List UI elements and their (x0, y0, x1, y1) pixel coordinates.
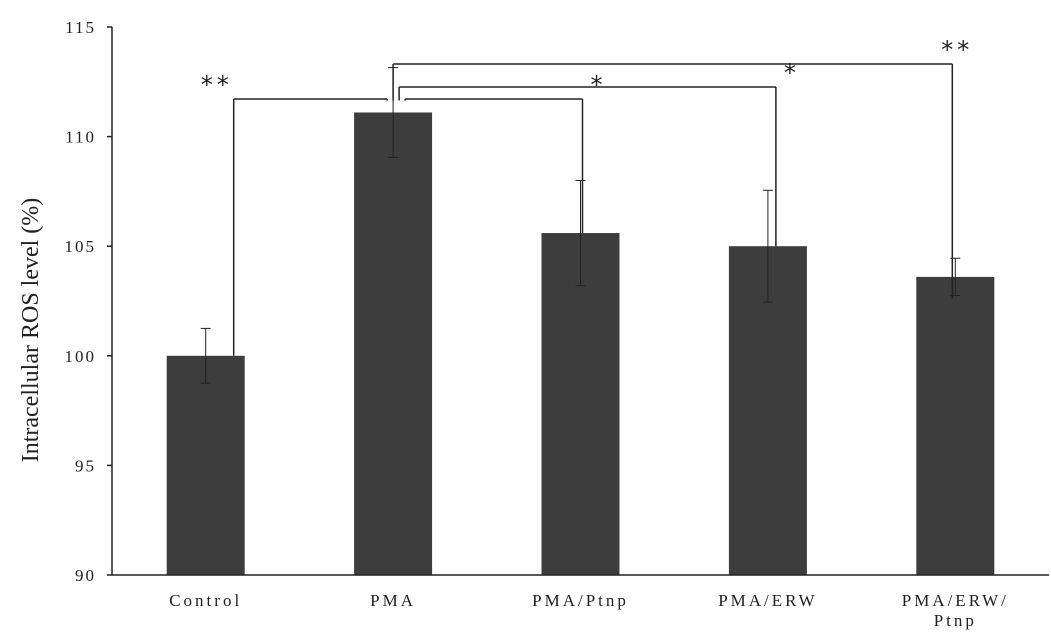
bar-pma-ptnp (541, 233, 620, 575)
bar-control (166, 355, 245, 575)
x-tick-label: Control (169, 591, 242, 610)
significance-label: * (784, 59, 800, 87)
y-axis-label: Intracellular ROS level (%) (18, 198, 44, 463)
significance-label: ** (941, 36, 973, 64)
y-tick-label: 105 (65, 237, 97, 256)
significance-brackets: ** * *** (201, 36, 973, 356)
y-tick-label: 100 (65, 347, 97, 366)
x-tick-label: PMA/ERW (718, 591, 817, 610)
x-axis: Control PMA PMA/Ptnp PMA/ERW PMA/ERW/Ptnp (112, 574, 1049, 630)
bar-pma (354, 112, 433, 575)
y-tick-label: 95 (75, 456, 96, 475)
x-tick-label: Ptnp (934, 611, 977, 630)
x-tick-label: PMA/ERW/ (902, 591, 1009, 610)
significance-label: ** (201, 71, 233, 99)
y-axis: 90 95 100 105 110 115 (65, 18, 113, 585)
significance-label: * (591, 71, 607, 99)
x-tick-label: PMA (370, 591, 416, 610)
bar-pma-erw-ptnp (916, 276, 995, 575)
bars (166, 112, 995, 575)
y-tick-label: 110 (65, 128, 96, 147)
y-tick-label: 115 (65, 18, 96, 37)
x-tick-label: PMA/Ptnp (532, 591, 629, 610)
y-tick-label: 90 (75, 566, 96, 585)
